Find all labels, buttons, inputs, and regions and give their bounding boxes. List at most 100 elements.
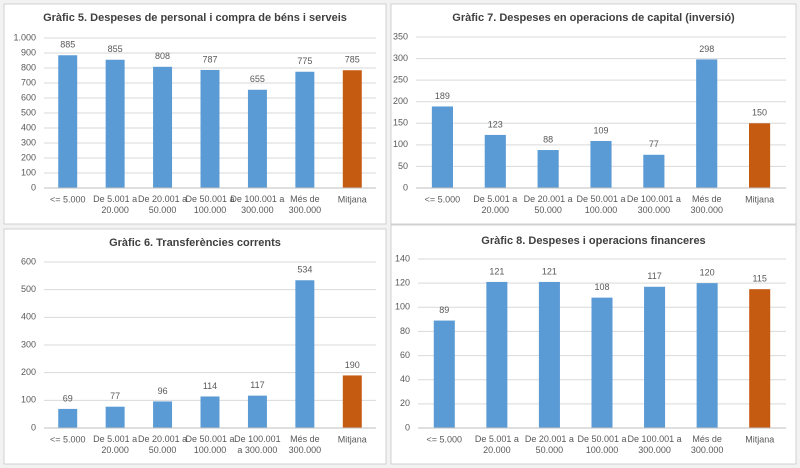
data-label: 69	[63, 393, 73, 403]
y-tick-label: 200	[21, 367, 36, 377]
data-label: 96	[158, 386, 168, 396]
data-label: 655	[250, 74, 265, 84]
x-tick-label: De 50.001 a 100.000	[185, 434, 234, 455]
bar	[590, 140, 612, 188]
data-label: 120	[700, 268, 715, 278]
y-tick-label: 140	[395, 253, 410, 263]
x-tick-label: Més de 300.000	[690, 194, 723, 215]
x-tick-label: De 5.001 a 20.000	[93, 434, 137, 455]
y-tick-label: 200	[21, 152, 36, 162]
y-tick-label: 400	[21, 122, 36, 132]
data-label: 109	[593, 125, 608, 135]
y-tick-label: 700	[21, 77, 36, 87]
data-label: 150	[752, 108, 767, 118]
data-label: 121	[542, 266, 557, 276]
chart-title: Gràfic 5. Despeses de personal i compra …	[43, 12, 347, 24]
x-tick-label: De 100.001 a 300.000	[234, 434, 281, 455]
y-tick-label: 80	[400, 326, 410, 336]
y-tick-label: 250	[393, 75, 408, 85]
y-tick-label: 40	[400, 374, 410, 384]
bar	[538, 281, 560, 428]
bar	[342, 375, 362, 428]
x-tick-label: <= 5.000	[427, 434, 463, 444]
y-tick-label: 300	[393, 53, 408, 63]
y-tick-label: 500	[21, 107, 36, 117]
y-tick-label: 20	[400, 398, 410, 408]
y-tick-label: 0	[31, 182, 36, 192]
bar	[105, 406, 125, 428]
y-tick-label: 0	[31, 422, 36, 432]
x-tick-label: De 50.001 a 100.000	[576, 194, 625, 215]
y-tick-label: 600	[21, 256, 36, 266]
data-label: 117	[647, 271, 661, 281]
x-tick-label: De 50.001 a 100.000	[577, 434, 626, 455]
data-label: 89	[439, 305, 449, 315]
y-tick-label: 50	[398, 161, 408, 171]
bar	[696, 283, 718, 428]
bar	[431, 106, 453, 188]
y-tick-label: 800	[21, 62, 36, 72]
y-tick-label: 60	[400, 350, 410, 360]
data-label: 189	[435, 91, 450, 101]
bar	[749, 123, 771, 188]
data-label: 115	[753, 274, 767, 284]
x-tick-label: Més de 300.000	[289, 434, 322, 455]
y-tick-label: 0	[405, 422, 410, 432]
y-tick-label: 100	[21, 395, 36, 405]
data-label: 77	[649, 139, 659, 149]
x-tick-label: De 100.001 a 300.000	[627, 194, 681, 215]
x-tick-label: Més de 300.000	[691, 434, 724, 455]
chart-title: Gràfic 7. Despeses en operacions de capi…	[452, 12, 735, 24]
x-tick-label: De 20.001 a 50.000	[138, 434, 187, 455]
x-tick-label: Més de 300.000	[289, 194, 322, 215]
x-tick-label: <= 5.000	[425, 194, 461, 204]
y-tick-label: 400	[21, 312, 36, 322]
bar	[342, 70, 362, 188]
bar	[247, 89, 267, 188]
data-label: 77	[110, 391, 120, 401]
panel	[3, 228, 387, 465]
y-tick-label: 500	[21, 284, 36, 294]
chart-title: Gràfic 8. Despeses i operacions financer…	[481, 235, 705, 247]
data-label: 114	[203, 381, 217, 391]
bar	[105, 59, 125, 188]
data-label: 808	[155, 51, 170, 61]
data-label: 775	[297, 56, 312, 66]
x-tick-label: Mitjana	[338, 434, 367, 444]
data-label: 190	[345, 360, 360, 370]
chart-title: Gràfic 6. Transferències corrents	[109, 237, 281, 249]
bar	[749, 289, 771, 428]
data-label: 108	[594, 282, 609, 292]
data-label: 787	[202, 54, 217, 64]
y-tick-label: 0	[403, 182, 408, 192]
bar	[200, 69, 220, 188]
y-tick-label: 900	[21, 47, 36, 57]
bar	[58, 408, 78, 428]
x-tick-label: Mitjana	[338, 194, 367, 204]
y-tick-label: 120	[395, 278, 410, 288]
bar	[200, 396, 220, 428]
x-tick-label: Mitjana	[745, 194, 774, 204]
x-tick-label: De 100.001 a 300.000	[628, 434, 682, 455]
y-tick-label: 300	[21, 339, 36, 349]
x-tick-label: Mitjana	[745, 434, 774, 444]
data-label: 855	[108, 44, 123, 54]
y-tick-label: 350	[393, 31, 408, 41]
data-label: 298	[699, 44, 714, 54]
x-tick-label: De 5.001 a 20.000	[93, 194, 137, 215]
x-tick-label: De 20.001 a 50.000	[524, 194, 573, 215]
y-tick-label: 100	[393, 139, 408, 149]
y-tick-label: 100	[395, 302, 410, 312]
data-label: 121	[489, 266, 504, 276]
data-label: 785	[345, 55, 360, 65]
x-tick-label: De 100.001 a 300.000	[230, 194, 284, 215]
data-label: 534	[297, 265, 312, 275]
x-tick-label: De 20.001 a 50.000	[525, 434, 574, 455]
bar	[247, 395, 267, 428]
x-tick-label: De 50.001 a 100.000	[185, 194, 234, 215]
y-tick-label: 100	[21, 167, 36, 177]
bar	[433, 320, 455, 428]
x-tick-label: <= 5.000	[50, 194, 86, 204]
bar	[486, 281, 508, 428]
